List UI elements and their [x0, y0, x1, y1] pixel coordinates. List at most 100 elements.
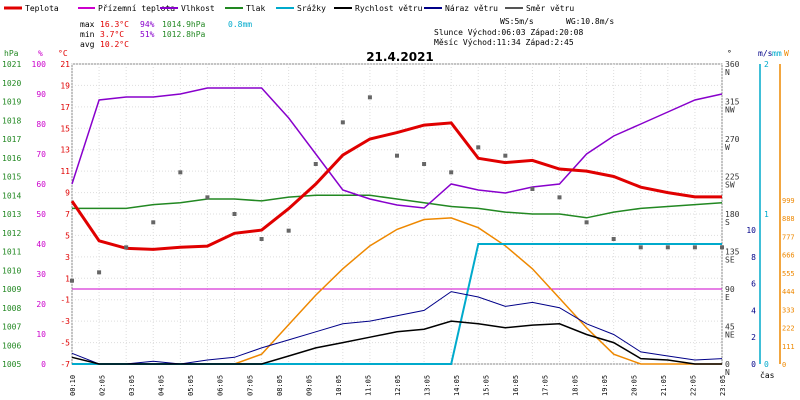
legend-label: Rychlost větru	[355, 4, 423, 13]
hpa-tick: 1009	[2, 285, 21, 294]
pct-tick: 20	[36, 300, 46, 309]
time-tick: 14:05	[453, 375, 461, 396]
dir-tick: 0	[725, 360, 730, 369]
legend-label: Přízemní teplota	[98, 4, 175, 13]
legend-item-srazky: Srážky	[276, 4, 326, 13]
stats: max 16.3°C 94% 1014.9hPa 0.8mm min 3.7°C…	[80, 17, 614, 49]
legend-label: Vlhkost	[181, 4, 215, 13]
legend-item-prizemni-teplota: Přízemní teplota	[78, 4, 175, 13]
wind-direction-point	[503, 153, 508, 158]
hpa-tick: 1007	[2, 323, 21, 332]
stats-max-press: 1014.9hPa	[162, 20, 206, 29]
wind-direction-point	[557, 195, 562, 200]
time-tick: 19:05	[601, 375, 609, 396]
time-tick: 08:05	[276, 375, 284, 396]
wind-tick: 6	[751, 280, 756, 289]
sun-tick: 888	[782, 215, 795, 223]
wind-direction-point	[178, 170, 183, 175]
wind-direction-point	[476, 145, 481, 150]
time-tick: 12:05	[394, 375, 402, 396]
wind-direction-point	[259, 237, 264, 241]
legend: Teplota Přízemní teplota Vlhkost Tlak Sr…	[4, 4, 574, 13]
dir-tick-label: NW	[725, 106, 735, 115]
temp-tick: 7	[65, 210, 70, 219]
wind-direction-point	[422, 162, 427, 166]
hpa-tick: 1014	[2, 191, 21, 200]
dir-tick-label: SW	[725, 181, 735, 190]
wind-direction-point	[151, 220, 156, 225]
sun-tick: 777	[782, 233, 795, 241]
temp-tick: 11	[60, 167, 70, 176]
temp-tick: 9	[65, 189, 70, 198]
time-tick: 23:05	[719, 375, 727, 396]
legend-item-vlhkost: Vlhkost	[160, 4, 215, 13]
temp-tick: -5	[60, 339, 70, 348]
wind-direction-point	[611, 237, 616, 241]
sun-tick: 333	[782, 306, 795, 314]
legend-item-rychlost-vetru: Rychlost větru	[334, 4, 423, 13]
legend-label: Tlak	[246, 4, 265, 13]
time-tick: 20:05	[630, 375, 638, 396]
pct-tick: 60	[36, 180, 46, 189]
time-tick: 07:05	[246, 375, 254, 396]
series-humidity	[71, 87, 723, 209]
legend-label: Teplota	[25, 4, 59, 13]
wind-direction-point	[232, 212, 237, 216]
wind-direction-point	[97, 270, 102, 275]
rain-tick: 2	[764, 60, 769, 69]
pct-tick: 80	[36, 120, 46, 129]
pct-tick: 40	[36, 240, 46, 249]
hpa-tick: 1018	[2, 116, 21, 125]
wind-direction-point	[395, 153, 399, 158]
wind-tick: 10	[746, 226, 756, 235]
temp-tick: 17	[60, 103, 70, 112]
series-temperature	[70, 121, 722, 251]
hpa-tick: 1005	[2, 360, 21, 369]
wind-direction-point	[70, 278, 74, 283]
hpa-tick: 1015	[2, 173, 21, 182]
wind-direction-point	[638, 245, 643, 250]
pct-tick: 70	[36, 150, 46, 159]
stats-min-hum: 51%	[140, 30, 155, 39]
dir-unit: °	[727, 49, 732, 58]
wind-tick: 4	[751, 306, 756, 315]
series-wind-speed	[71, 320, 722, 365]
stats-ws: WS:5m/s	[500, 17, 534, 26]
stats-min-press: 1012.8hPa	[162, 30, 206, 39]
grid	[71, 63, 723, 365]
stats-moon: Měsíc Východ:11:34 Západ:2:45	[434, 38, 574, 47]
pct-tick: 50	[36, 210, 46, 219]
hpa-tick: 1010	[2, 266, 21, 275]
legend-label: Náraz větru	[445, 4, 498, 13]
hpa-tick: 1012	[2, 229, 21, 238]
sun-tick: 0	[782, 361, 786, 369]
hpa-tick: 1020	[2, 79, 21, 88]
time-tick: 22:05	[689, 375, 697, 396]
temp-tick: 3	[65, 253, 70, 262]
time-tick: 11:05	[364, 375, 372, 396]
dir-tick-label: N	[725, 368, 730, 377]
temp-unit: °C	[58, 49, 68, 58]
rain-tick: 0	[764, 360, 769, 369]
time-tick: 17:05	[542, 375, 550, 396]
wind-direction-point	[584, 220, 589, 225]
stats-avg-label: avg	[80, 40, 95, 49]
series	[70, 87, 724, 365]
time-tick: 18:05	[571, 375, 579, 396]
temp-tick: -3	[60, 317, 70, 326]
stats-max-rain: 0.8mm	[228, 20, 252, 29]
pct-tick: 0	[41, 360, 46, 369]
time-tick: 04:05	[158, 375, 166, 396]
wind-tick: 8	[751, 253, 756, 262]
wind-direction-point	[530, 187, 535, 191]
dir-tick-label: NE	[725, 331, 735, 340]
time-tick: 09:05	[305, 375, 313, 396]
series-pressure	[72, 194, 723, 219]
stats-max-label: max	[80, 20, 95, 29]
hpa-tick: 1006	[2, 341, 21, 350]
time-axis-label: čas	[760, 370, 775, 380]
wind-direction-point	[367, 95, 372, 100]
hpa-tick: 1008	[2, 304, 21, 313]
wind-tick: 0	[751, 360, 756, 369]
